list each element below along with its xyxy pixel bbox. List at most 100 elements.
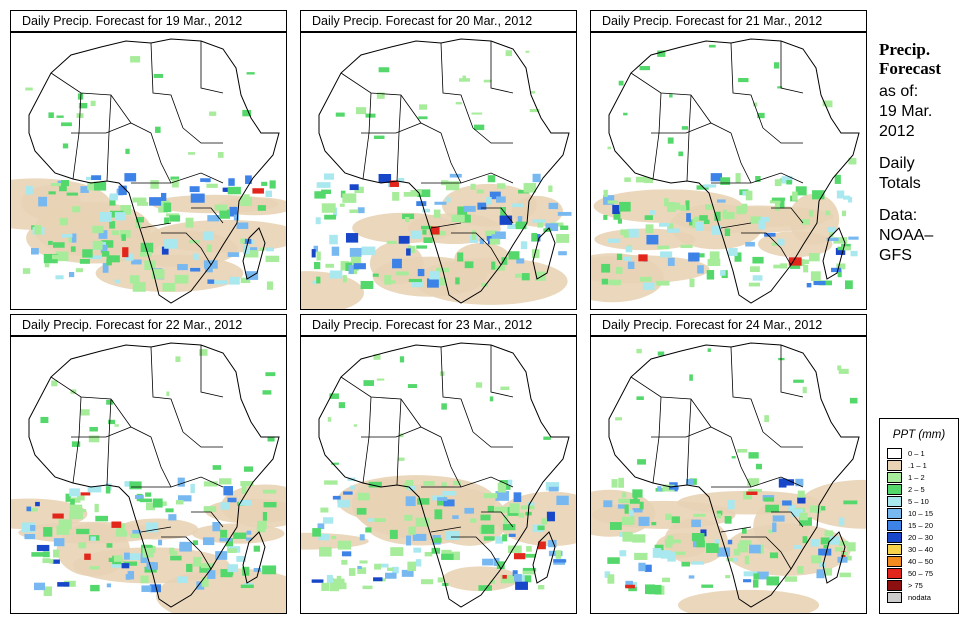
precip-cell (764, 497, 774, 502)
precip-cell (745, 190, 753, 201)
precip-cell (748, 282, 761, 287)
precip-cell (196, 581, 205, 590)
precip-cell (315, 217, 321, 225)
precip-cell (520, 505, 535, 510)
precip-cell (833, 237, 848, 244)
precip-cell (793, 379, 804, 383)
country-border (686, 398, 692, 486)
precip-cell (774, 179, 782, 187)
precip-cell (206, 244, 212, 253)
precip-cell (25, 185, 33, 195)
precip-cell (662, 484, 675, 492)
precip-cell (839, 572, 851, 578)
precip-cell (548, 539, 557, 548)
precip-cell (537, 219, 544, 228)
precip-cell (806, 282, 812, 288)
precip-cell (115, 530, 128, 537)
precip-cell (752, 256, 764, 264)
precip-cell (810, 539, 819, 547)
precip-cell (265, 372, 276, 377)
precip-cell (71, 441, 81, 447)
precip-cell (106, 259, 112, 266)
precip-cell (507, 545, 522, 553)
precip-cell (329, 234, 338, 245)
precip-cell (644, 215, 653, 220)
precip-cell (238, 499, 252, 506)
precip-cell (487, 505, 495, 513)
precip-cell (406, 248, 411, 256)
precip-cell (612, 204, 620, 215)
precip-cell (60, 122, 72, 127)
precip-cell (419, 104, 428, 110)
precip-cell (793, 545, 802, 549)
country-border (71, 122, 132, 134)
precip-cell (94, 503, 99, 513)
country-border (472, 431, 513, 448)
precip-cell (66, 192, 79, 196)
precip-cell (243, 238, 252, 244)
precip-cell (331, 535, 337, 540)
precip-cell (613, 210, 621, 220)
country-border (720, 526, 752, 533)
precip-cell (130, 533, 140, 539)
precip-cell (441, 482, 447, 487)
precip-cell (418, 116, 428, 120)
precip-cell (737, 448, 748, 453)
precip-cell (253, 567, 261, 572)
precip-cell (481, 524, 495, 534)
precip-cell (660, 550, 671, 559)
precip-cell (827, 227, 836, 233)
precip-cell (124, 552, 130, 560)
country-border (481, 511, 514, 528)
precip-cell (434, 537, 442, 543)
precip-cell (38, 196, 48, 207)
precip-cell (532, 219, 546, 223)
precip-cell (179, 541, 192, 552)
precip-cell (692, 218, 699, 228)
precip-cell (427, 278, 439, 288)
precip-cell (482, 558, 494, 566)
precip-cell (738, 77, 749, 83)
legend-swatch (887, 459, 902, 471)
precip-cell (121, 563, 130, 569)
country-border (396, 398, 402, 486)
precip-cell (725, 575, 731, 579)
precip-cell (635, 176, 647, 183)
precip-cell (618, 477, 625, 488)
precip-cell (772, 515, 785, 522)
precip-cell (92, 240, 103, 250)
data-label: Data: (879, 207, 918, 224)
precip-cell (114, 279, 121, 284)
precip-cell (72, 206, 81, 213)
precip-cell (607, 200, 619, 204)
legend-swatch (887, 591, 902, 603)
precip-cell (666, 228, 680, 233)
legend-label: nodata (908, 592, 931, 602)
country-border (630, 376, 732, 438)
precip-cell (512, 570, 518, 577)
precip-cell (241, 484, 247, 494)
precip-cell (244, 250, 259, 258)
precip-cell (385, 572, 397, 579)
dry-area (594, 228, 696, 251)
country-border (106, 94, 112, 182)
precip-cell (521, 273, 530, 281)
precip-cell (374, 518, 387, 523)
precip-cell (121, 234, 126, 241)
precip-cell (434, 509, 443, 520)
precip-cell (829, 228, 834, 238)
precip-cell (782, 500, 792, 506)
precip-cell (501, 257, 508, 265)
precip-cell (185, 217, 194, 228)
precip-cell (53, 549, 60, 558)
precip-cell (316, 251, 321, 261)
precip-cell (773, 264, 781, 269)
precip-cell (150, 180, 159, 189)
precip-cell (356, 507, 367, 515)
country-border (440, 436, 462, 488)
precip-cell (262, 565, 277, 575)
country-border (150, 346, 184, 433)
country-border (71, 426, 132, 438)
data-source-1: NOAA– (879, 227, 934, 244)
precip-cell (802, 536, 808, 544)
